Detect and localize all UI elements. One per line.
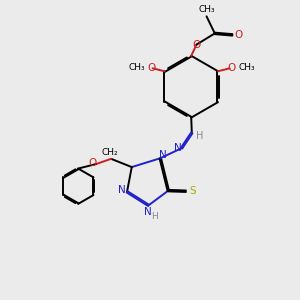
Text: CH₃: CH₃ (198, 5, 215, 14)
Text: N: N (144, 207, 152, 217)
Text: O: O (147, 63, 155, 73)
Text: CH₃: CH₃ (128, 63, 145, 72)
Text: O: O (227, 63, 236, 73)
Text: N: N (118, 185, 126, 195)
Text: CH₃: CH₃ (238, 63, 255, 72)
Text: N: N (174, 143, 182, 153)
Text: CH₂: CH₂ (101, 148, 118, 158)
Text: S: S (189, 186, 196, 196)
Text: O: O (88, 158, 96, 168)
Text: H: H (196, 131, 204, 142)
Text: N: N (159, 150, 167, 160)
Text: O: O (235, 30, 243, 40)
Text: H: H (151, 212, 158, 221)
Text: O: O (192, 40, 201, 50)
